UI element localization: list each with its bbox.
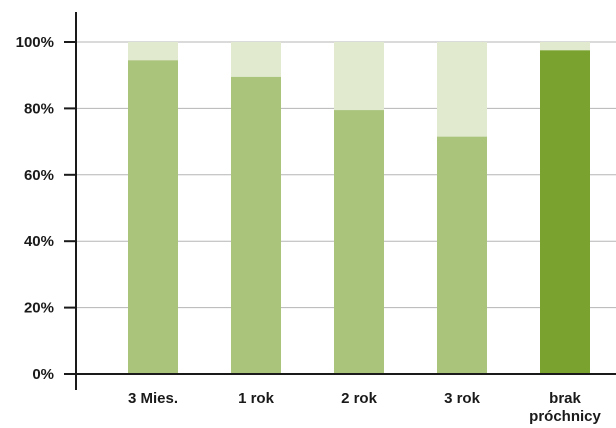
y-tick-label: 80% [24,100,54,117]
x-category-label-line: brak [549,390,581,407]
x-category-label: 3 rok [444,390,481,407]
bar-remainder [437,42,487,137]
bar-remainder [128,42,178,61]
bar [540,50,590,375]
bar [231,76,281,375]
x-category-labels: 3 Mies. 1 rok 2 rok 3 rok brak próchnicy [128,390,602,425]
x-category-label: brak próchnicy [529,390,601,425]
x-category-label: 1 rok [238,390,275,407]
bar-remainder [540,42,590,51]
bar [437,136,487,374]
x-category-label-line: 3 Mies. [128,390,178,407]
axes [64,12,616,390]
y-tick-label: 40% [24,233,54,250]
bar [128,60,178,374]
x-category-label-line: próchnicy [529,408,601,425]
bar [334,110,384,374]
x-category-label: 3 Mies. [128,390,178,407]
bar-remainder [231,42,281,77]
y-tick-label: 20% [24,300,54,317]
bar-remainder [334,42,384,111]
x-category-label: 2 rok [341,390,378,407]
x-category-label-line: 1 rok [238,390,275,407]
x-category-label-line: 3 rok [444,390,481,407]
y-tick-label: 0% [32,366,54,383]
y-tick-labels: 0% 20% 40% 60% 80% 100% [16,34,54,383]
bars [128,42,590,375]
y-tick-label: 60% [24,167,54,184]
x-category-label-line: 2 rok [341,390,378,407]
y-tick-label: 100% [16,34,54,51]
